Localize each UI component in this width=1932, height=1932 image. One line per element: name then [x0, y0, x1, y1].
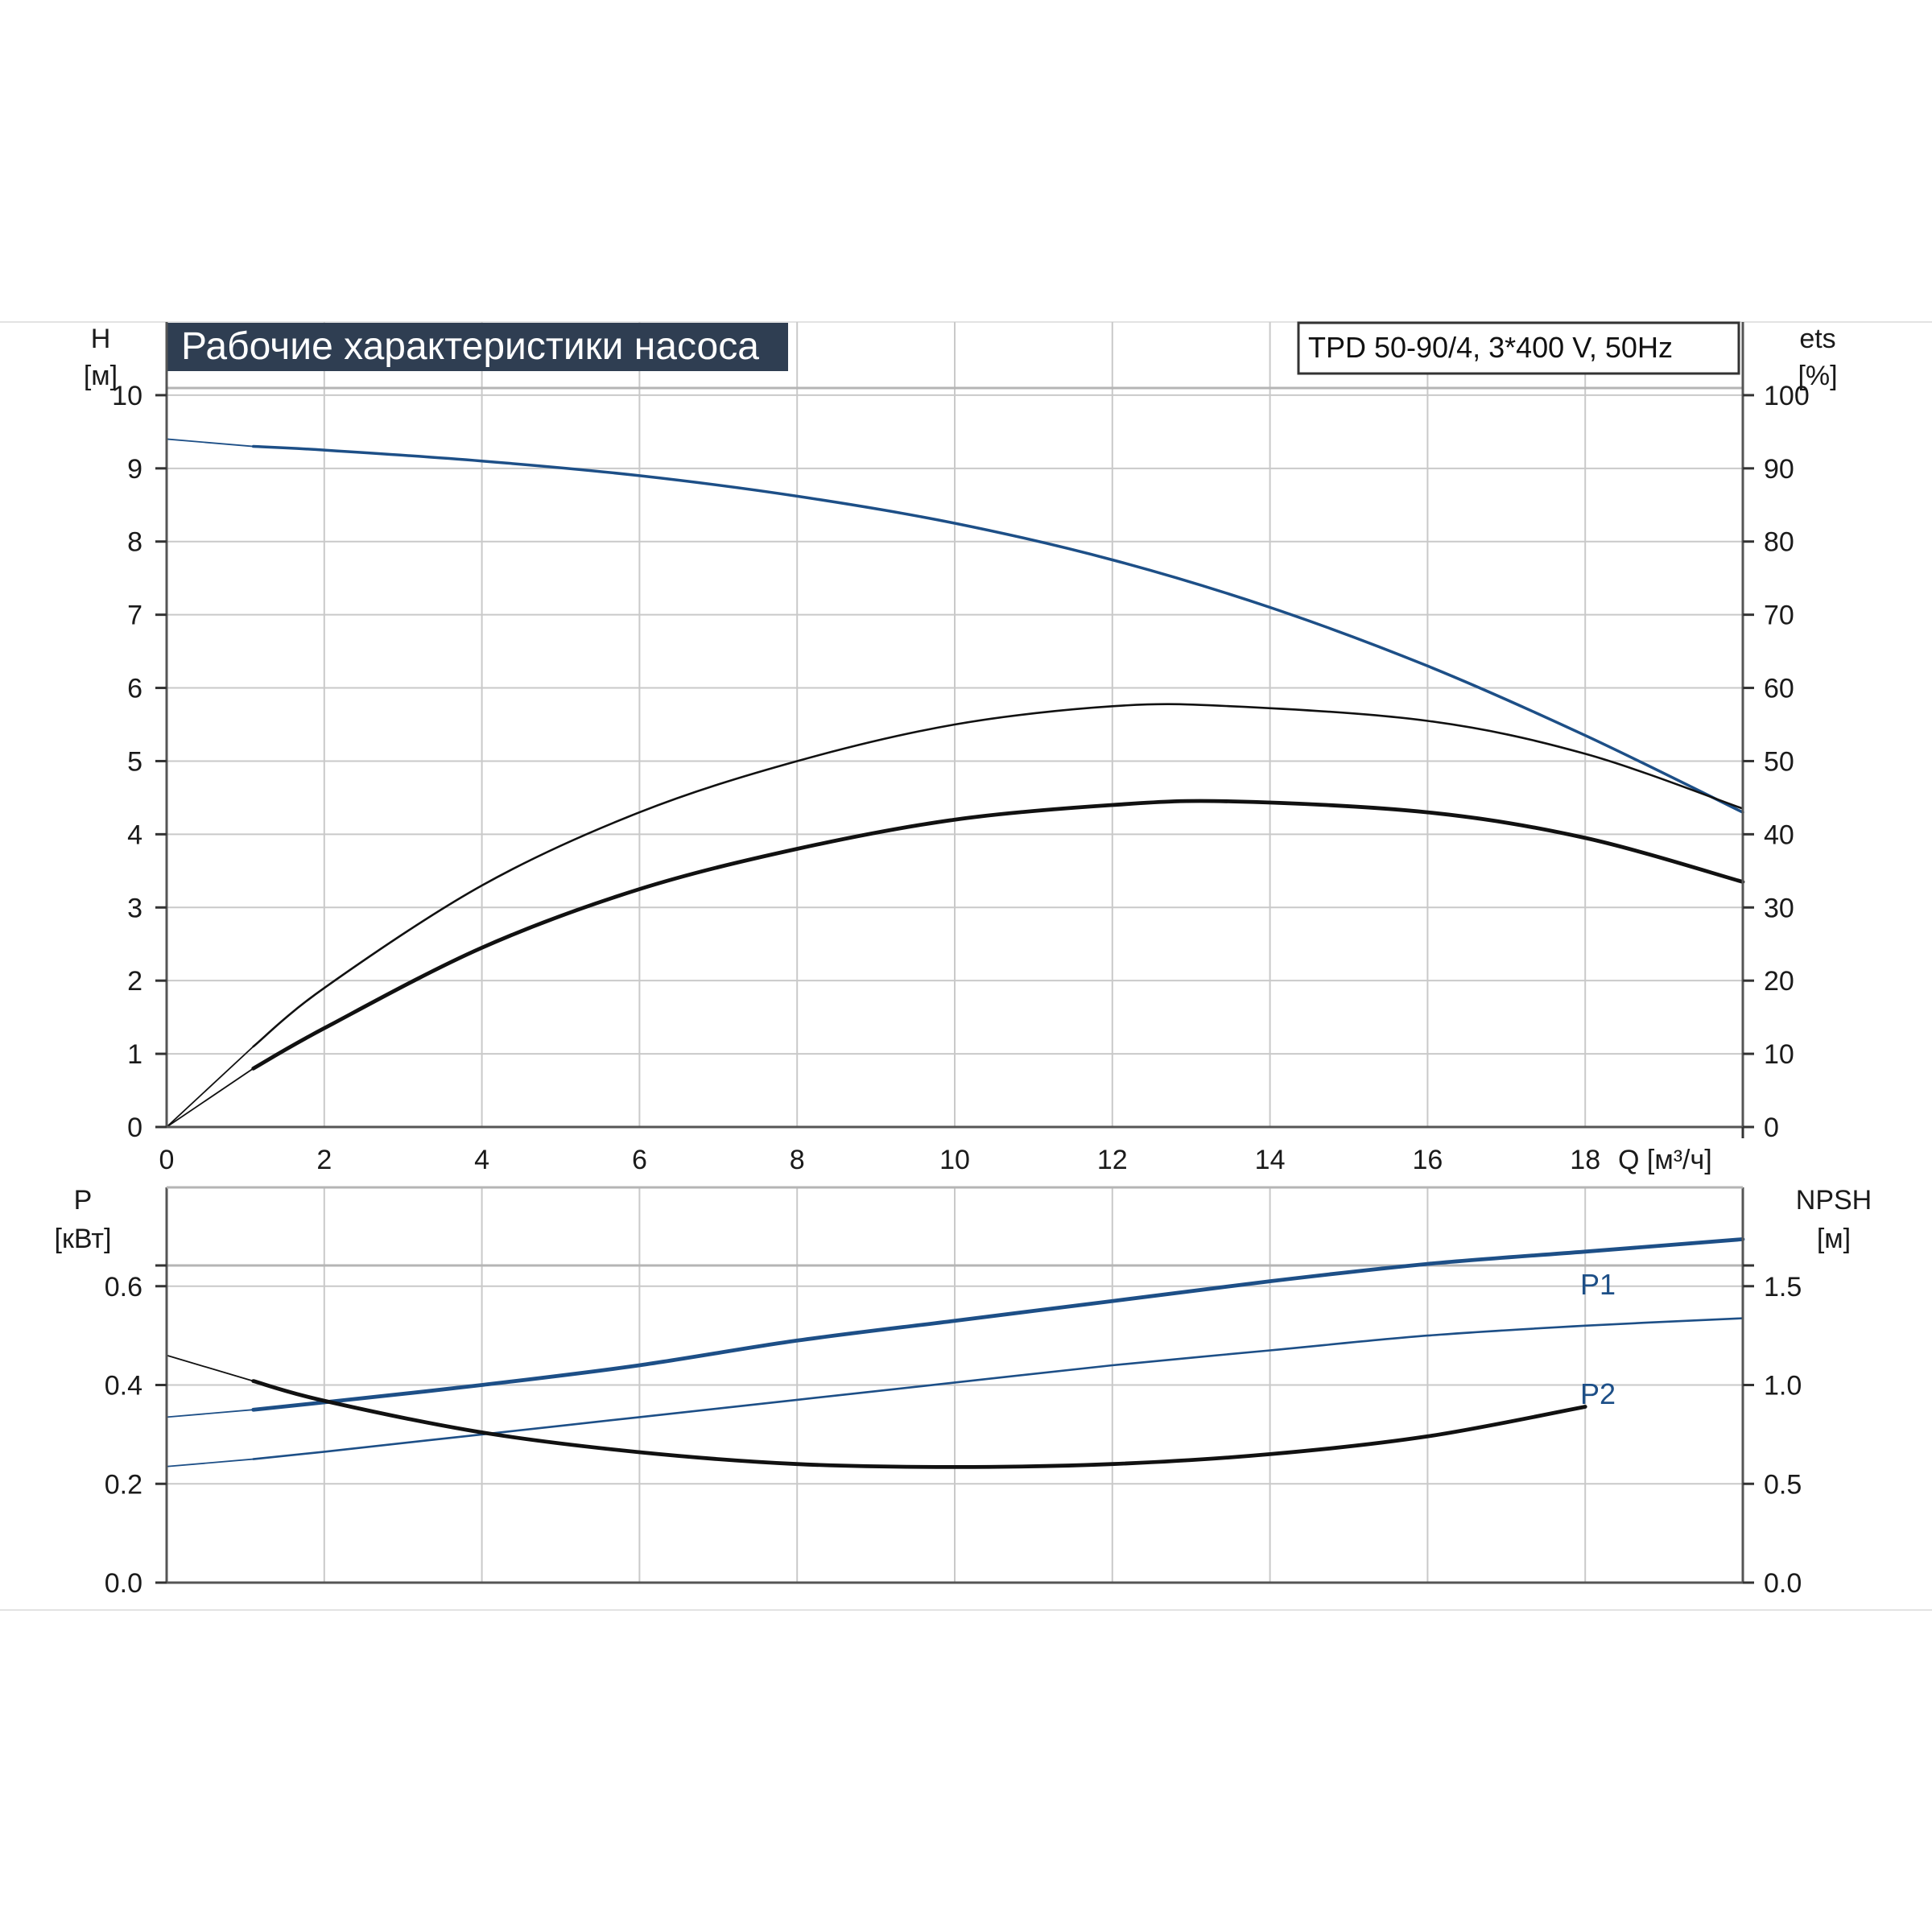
right-tick-label: 50 — [1764, 746, 1794, 777]
left-tick-label: 6 — [127, 674, 142, 704]
series-line-head — [251, 444, 1744, 814]
npsh-axis-unit: [м] — [1817, 1224, 1851, 1254]
x-tick-label: 6 — [632, 1145, 647, 1175]
x-tick-label: 10 — [939, 1145, 970, 1175]
model-box — [1297, 321, 1740, 375]
x-tick-label: 0 — [159, 1145, 175, 1175]
title-box — [167, 323, 788, 371]
x-tick-label: 18 — [1570, 1145, 1600, 1175]
series-lead-segment — [166, 1354, 254, 1382]
left-tick-label: 2 — [127, 966, 142, 997]
left-tick-label: 0.4 — [105, 1371, 142, 1402]
right-tick-label: 0 — [1764, 1113, 1779, 1143]
npsh-axis-name: NPSH — [1796, 1185, 1872, 1216]
q-axis-label: Q [м³/ч] — [1618, 1145, 1712, 1175]
left-tick-label: 7 — [127, 601, 142, 631]
x-tick-label: 4 — [474, 1145, 489, 1175]
h-axis-name: H — [91, 324, 111, 354]
series-lead-segment — [166, 438, 254, 448]
x-tick-label: 16 — [1412, 1145, 1443, 1175]
right-tick-label: 80 — [1764, 527, 1794, 558]
x-tick-label: 2 — [316, 1145, 332, 1175]
series-line-npsh — [251, 1379, 1587, 1469]
right-tick-label: 90 — [1764, 454, 1794, 485]
right-tick-label: 70 — [1764, 601, 1794, 631]
top-chart-series — [166, 438, 1745, 1128]
series-lead-segment — [166, 1409, 254, 1418]
right-tick-label: 20 — [1764, 966, 1794, 997]
left-tick-label: 0.2 — [105, 1469, 142, 1500]
right-tick-label: 100 — [1764, 381, 1810, 411]
bottom-chart-series — [166, 1237, 1745, 1469]
left-tick-label: 10 — [112, 381, 142, 411]
x-tick-label: 14 — [1255, 1145, 1286, 1175]
left-tick-label: 0 — [127, 1113, 142, 1143]
bottom-chart-grid — [167, 1187, 1743, 1583]
p-axis-unit: [кВт] — [55, 1224, 112, 1254]
chart-title: Рабочие характеристики насоса — [181, 325, 759, 368]
series-lead-segment — [166, 1067, 254, 1128]
right-tick-label: 1.0 — [1764, 1371, 1802, 1402]
series-line-p2 — [252, 1317, 1744, 1460]
eta-axis-unit: [%] — [1798, 361, 1837, 391]
top-chart-grid — [167, 322, 1743, 1127]
series-line-efficiency-hydraulic — [251, 799, 1745, 1071]
x-tick-label: 12 — [1097, 1145, 1128, 1175]
series-line-p1 — [251, 1237, 1745, 1412]
series-label-p2: P2 — [1580, 1377, 1616, 1410]
right-tick-label: 1.5 — [1764, 1272, 1802, 1302]
bottom-chart-ticks: 0.0 0.2 0.4 0.6 0.0 0.5 1.0 1.5 — [105, 1264, 1802, 1599]
right-tick-label: 30 — [1764, 893, 1794, 923]
right-tick-label: 0.0 — [1764, 1568, 1802, 1599]
left-tick-label: 4 — [127, 819, 142, 850]
left-tick-label: 1 — [127, 1039, 142, 1070]
left-tick-label: 9 — [127, 454, 142, 485]
right-tick-label: 10 — [1764, 1039, 1794, 1070]
series-lead-segment — [166, 1458, 254, 1468]
series-label-p1: P1 — [1580, 1268, 1616, 1301]
left-tick-label: 0.0 — [105, 1568, 142, 1599]
left-tick-label: 3 — [127, 893, 142, 923]
right-tick-label: 60 — [1764, 674, 1794, 704]
right-tick-label: 0.5 — [1764, 1469, 1802, 1500]
right-tick-label: 40 — [1764, 819, 1794, 850]
model-label: TPD 50-90/4, 3*400 V, 50Hz — [1308, 331, 1673, 364]
p-axis-name: P — [74, 1185, 93, 1216]
eta-axis-name: ets — [1799, 324, 1835, 354]
left-tick-label: 0.6 — [105, 1272, 142, 1302]
left-tick-label: 8 — [127, 527, 142, 558]
series-line-efficiency-total — [252, 703, 1744, 1048]
left-tick-label: 5 — [127, 746, 142, 777]
series-lead-segment — [166, 1046, 254, 1128]
x-tick-label: 8 — [790, 1145, 805, 1175]
h-axis-unit: [м] — [84, 361, 118, 391]
